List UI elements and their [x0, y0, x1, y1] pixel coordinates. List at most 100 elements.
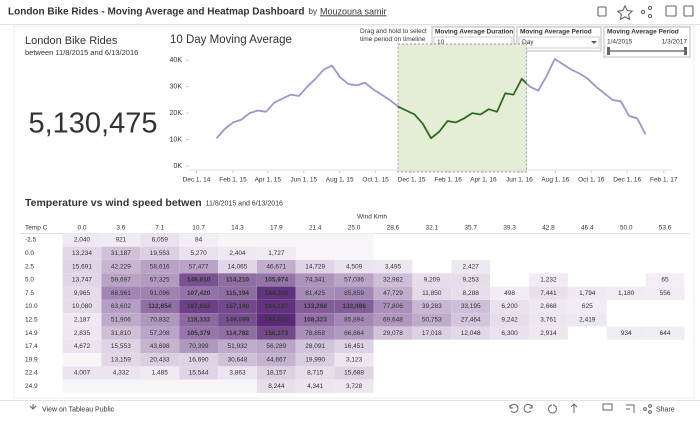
cell-value: 4,007	[74, 370, 91, 377]
heat-cell	[101, 233, 141, 247]
cell-value: 47,729	[383, 290, 403, 297]
heat-cell	[334, 379, 374, 393]
revert-icon[interactable]	[548, 404, 557, 414]
heat-cell	[256, 326, 296, 340]
heat-cell	[218, 313, 257, 327]
row-title: Temp C	[25, 225, 48, 232]
heat-cell	[373, 299, 413, 314]
favorite-icon[interactable]	[616, 4, 634, 21]
heat-cell	[140, 353, 180, 367]
cell-value: 33,195	[461, 303, 481, 310]
period-value[interactable]: Day	[522, 39, 534, 46]
heat-cell	[140, 246, 180, 260]
download-icon[interactable]	[626, 404, 635, 413]
heat-cell	[179, 353, 219, 367]
cell-value: 1,794	[579, 290, 596, 297]
heat-cell	[334, 260, 374, 274]
cell-value: 57,477	[189, 263, 209, 270]
x-tick-label: Feb 1, 15	[219, 177, 247, 184]
period-select[interactable]	[518, 36, 600, 49]
row-label: 22.4	[25, 370, 38, 377]
cell-value: 133,268	[303, 303, 327, 310]
copy-icon[interactable]	[597, 6, 607, 17]
x-tick-label: Feb 1, 17	[650, 177, 678, 184]
cell-value: 15,688	[344, 370, 364, 377]
heat-cell	[412, 273, 452, 287]
heat-cell	[179, 273, 219, 287]
range-handle[interactable]	[684, 47, 687, 55]
cell-value: 44,667	[266, 356, 286, 363]
control-range: Moving Average Period 1/4/2015 1/3/2017	[603, 26, 691, 58]
menu-icon[interactable]	[683, 5, 694, 17]
heat-cell	[295, 339, 335, 353]
column-label: 10.7	[192, 225, 205, 232]
cell-value: 15,553	[111, 343, 131, 350]
y-tick-label: 40K	[170, 57, 183, 64]
heat-cell	[62, 233, 102, 247]
heat-cell	[179, 326, 219, 340]
redo-icon[interactable]	[523, 403, 533, 413]
cell-value: 19,553	[150, 250, 170, 257]
cell-value: 27,464	[461, 317, 481, 324]
cell-value: 29,078	[383, 330, 403, 337]
cell-value: 31,187	[111, 250, 131, 257]
cell-value: 5,270	[190, 250, 207, 257]
share-icon[interactable]	[640, 9, 646, 15]
fullscreen-icon[interactable]	[665, 5, 677, 17]
annotation: Drag and hold to select time period on t…	[360, 28, 427, 43]
heat-cell	[256, 379, 296, 393]
cell-value: 15,544	[189, 370, 209, 377]
refresh-icon[interactable]	[570, 403, 578, 413]
heat-cell	[295, 366, 335, 380]
footer-link[interactable]: View on Tableau Public	[42, 406, 115, 413]
cell-value: 20,433	[150, 356, 170, 363]
column-label: 53.6	[659, 225, 672, 232]
author-link[interactable]: Mouzouna samir	[320, 6, 387, 16]
kpi-title: London Bike Rides	[25, 35, 118, 47]
undo-icon[interactable]	[509, 403, 519, 413]
heat-cell	[295, 353, 335, 367]
selection-band	[397, 43, 527, 173]
cell-value: 3,123	[346, 356, 363, 363]
heat-cell	[295, 326, 335, 340]
duration-value[interactable]: 10	[437, 39, 445, 46]
cell-value: 2,427	[463, 263, 480, 270]
heat-cell	[256, 246, 296, 260]
cell-value: 625	[582, 303, 593, 310]
annotation-box: Drag and hold to select time period on t…	[360, 28, 427, 43]
row-label: 12.5	[25, 317, 38, 324]
heat-cell	[62, 339, 102, 353]
cell-value: 13,159	[111, 356, 131, 363]
cell-value: 4,332	[113, 370, 130, 377]
heat-cell	[373, 326, 413, 340]
heat-cell	[645, 326, 685, 340]
cell-value: 2,040	[74, 237, 91, 244]
range-handle[interactable]	[607, 47, 610, 55]
heat-cell	[179, 246, 219, 260]
cell-value: 4,509	[346, 263, 363, 270]
cell-value: 12,048	[461, 330, 481, 337]
cell-value: 16,451	[344, 343, 364, 350]
x-tick-label: Oct 1, 16	[578, 177, 605, 184]
cell-value: 85,894	[344, 317, 364, 324]
footer-share[interactable]: Share	[656, 406, 675, 413]
heat-cell	[373, 260, 413, 274]
heat-cell	[256, 313, 296, 327]
cell-value: 6,059	[152, 237, 169, 244]
cell-value: 118,333	[187, 317, 211, 324]
heat-cell	[645, 273, 685, 287]
cell-value: 88,961	[111, 290, 131, 297]
cell-value: 11,850	[422, 290, 442, 297]
cell-value: 184,127	[265, 303, 289, 310]
heat-cell	[101, 366, 141, 380]
heat-cell	[529, 313, 568, 327]
cell-value: 10,080	[72, 303, 92, 310]
kpi-subtitle: between 11/8/2015 and 6/13/2016	[25, 48, 138, 57]
heat-cell	[218, 299, 257, 314]
heat-cell	[645, 286, 685, 300]
heat-cell	[334, 286, 374, 300]
control-label: Moving Average Period	[607, 29, 679, 36]
device-icon[interactable]	[602, 403, 613, 411]
cell-value: 74,341	[305, 277, 325, 284]
